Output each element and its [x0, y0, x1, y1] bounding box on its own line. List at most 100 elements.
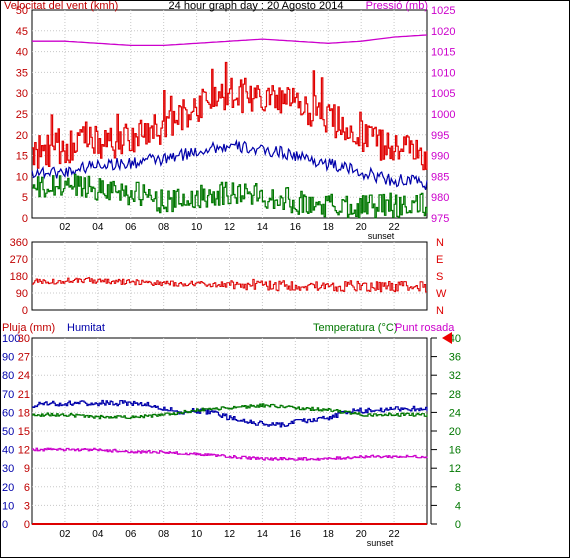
wind-tick-label: 0: [22, 213, 28, 225]
rain-tick-label: 21: [18, 389, 30, 401]
direction-tick-label: 270: [10, 254, 28, 266]
pressure-tick-label: 1015: [431, 47, 455, 59]
climate-x-tick-label: 02: [59, 529, 71, 540]
climate-series-humidity: [32, 399, 428, 428]
pressure-tick-label: 1025: [431, 5, 455, 17]
rain-tick-label: 3: [24, 500, 30, 512]
temperature-axis-label: Temperatura (°C): [313, 322, 397, 334]
wind-x-tick-label: 22: [389, 222, 401, 233]
wind-tick-label: 30: [16, 88, 28, 100]
wind-tick-label: 15: [16, 151, 28, 163]
humidity-tick-label: 70: [2, 389, 14, 401]
dewpoint-axis-label: Punt rosada: [395, 322, 455, 334]
wind-x-tick-label: 18: [323, 222, 335, 233]
climate-x-tick-label: 22: [389, 529, 401, 540]
direction-series-line: [32, 277, 427, 293]
direction-compass-label: N: [436, 237, 444, 249]
wind-x-tick-label: 16: [290, 222, 302, 233]
humidity-tick-label: 90: [2, 352, 14, 364]
climate-x-tick-label: 18: [323, 529, 335, 540]
pressure-tick-label: 975: [431, 213, 449, 225]
sunset-label-bottom: sunset: [367, 538, 394, 548]
wind-x-tick-label: 06: [125, 222, 137, 233]
climate-x-tick-label: 06: [125, 529, 137, 540]
pressure-axis-label: Pressió (mb): [366, 0, 428, 12]
climate-series-temperature: [32, 403, 428, 420]
wind-tick-label: 45: [16, 26, 28, 38]
direction-compass-label: W: [436, 288, 447, 300]
pressure-tick-label: 1020: [431, 26, 455, 38]
climate-x-tick-label: 08: [158, 529, 170, 540]
humidity-tick-label: 0: [2, 519, 8, 531]
wind-tick-label: 35: [16, 67, 28, 79]
pressure-tick-label: 985: [431, 171, 449, 183]
temperature-tick-label: 36: [449, 352, 461, 364]
wind-tick-label: 5: [22, 192, 28, 204]
direction-tick-label: 180: [10, 271, 28, 283]
wind-tick-label: 50: [16, 5, 28, 17]
temperature-tick-label: 28: [449, 389, 461, 401]
current-temperature-marker-icon: [442, 332, 452, 344]
humidity-tick-label: 80: [2, 370, 14, 382]
direction-compass-label: S: [436, 271, 443, 283]
pressure-series-line: [32, 34, 428, 47]
temperature-tick-label: 20: [449, 426, 461, 438]
wind-x-tick-label: 02: [59, 222, 71, 233]
humidity-tick-label: 60: [2, 407, 14, 419]
humidity-tick-label: 40: [2, 445, 14, 457]
humidity-tick-label: 20: [2, 482, 14, 494]
temperature-tick-label: 0: [455, 519, 461, 531]
wind-x-tick-label: 12: [224, 222, 236, 233]
climate-x-tick-label: 04: [92, 529, 104, 540]
humidity-tick-label: 50: [2, 426, 14, 438]
direction-tick-label: 0: [22, 305, 28, 317]
temperature-tick-label: 8: [455, 482, 461, 494]
wind-x-tick-label: 14: [257, 222, 269, 233]
climate-series-dew_point: [32, 447, 428, 461]
wind-series-avg: [31, 138, 428, 191]
wind-x-tick-label: 20: [356, 222, 368, 233]
wind-tick-label: 40: [16, 47, 28, 59]
direction-compass-label: E: [436, 254, 443, 266]
wind-axis-label: Velocitat del vent (kmh): [4, 0, 118, 12]
climate-x-tick-label: 12: [224, 529, 236, 540]
temperature-tick-label: 12: [449, 463, 461, 475]
wind-x-tick-label: 08: [158, 222, 170, 233]
rain-tick-label: 0: [24, 519, 30, 531]
climate-x-tick-label: 10: [191, 529, 203, 540]
rain-tick-label: 24: [18, 370, 30, 382]
chart-title: 24 hour graph day : 20 Agosto 2014: [169, 0, 344, 12]
rain-tick-label: 27: [18, 352, 30, 364]
direction-tick-label: 360: [10, 237, 28, 249]
climate-x-tick-label: 14: [257, 529, 269, 540]
wind-series-low: [32, 173, 428, 219]
pressure-tick-label: 1005: [431, 88, 455, 100]
rain-tick-label: 30: [18, 333, 30, 345]
wind-tick-label: 20: [16, 130, 28, 142]
direction-compass-label: N: [436, 305, 444, 317]
climate-x-tick-label: 20: [356, 529, 368, 540]
rain-tick-label: 9: [24, 463, 30, 475]
humidity-tick-label: 30: [2, 463, 14, 475]
temperature-tick-label: 16: [449, 445, 461, 457]
sunset-label-top: sunset: [368, 231, 395, 241]
humidity-axis-label: Humitat: [67, 322, 105, 334]
pressure-tick-label: 990: [431, 151, 449, 163]
wind-x-tick-label: 04: [92, 222, 104, 233]
temperature-tick-label: 32: [449, 370, 461, 382]
wind-tick-label: 25: [16, 109, 28, 121]
rain-tick-label: 18: [18, 407, 30, 419]
climate-x-tick-label: 16: [290, 529, 302, 540]
pressure-tick-label: 995: [431, 130, 449, 142]
pressure-tick-label: 1010: [431, 67, 455, 79]
temperature-tick-label: 4: [455, 500, 461, 512]
rain-tick-label: 12: [18, 445, 30, 457]
temperature-tick-label: 24: [449, 407, 461, 419]
rain-axis-label: Pluja (mm): [2, 322, 55, 334]
wind-tick-label: 10: [16, 171, 28, 183]
direction-tick-label: 90: [16, 288, 28, 300]
pressure-tick-label: 1000: [431, 109, 455, 121]
pressure-tick-label: 980: [431, 192, 449, 204]
wind-x-tick-label: 10: [191, 222, 203, 233]
